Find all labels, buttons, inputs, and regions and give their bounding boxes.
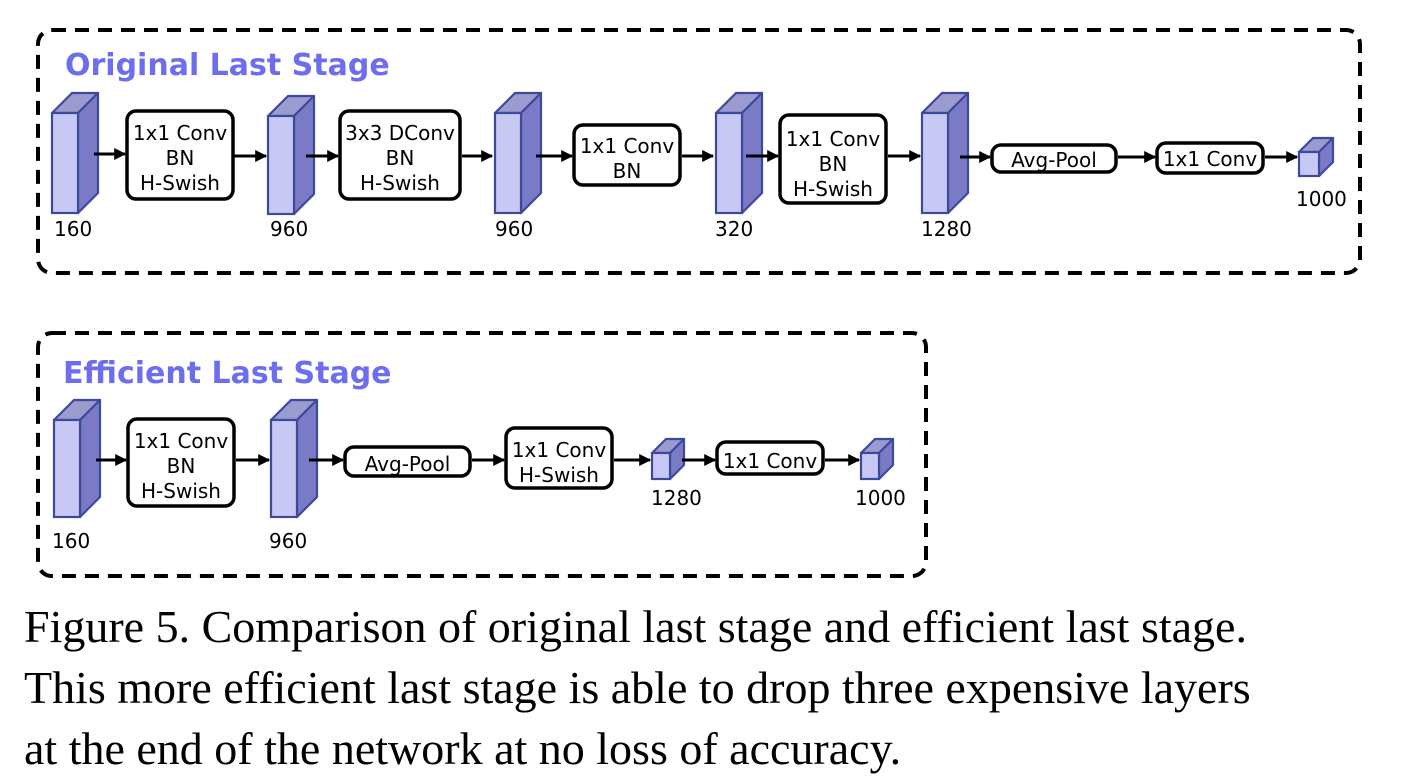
operation-label: Avg-Pool bbox=[1011, 148, 1097, 172]
operation-label: 1x1 Conv bbox=[1163, 147, 1258, 171]
operation-label: H-Swish bbox=[141, 479, 221, 503]
tensor-side-face bbox=[946, 91, 970, 215]
operation-label: BN bbox=[613, 159, 642, 183]
operation-box-border bbox=[778, 113, 888, 205]
tensor-block: 960 bbox=[266, 94, 316, 241]
operation-label: H-Swish bbox=[140, 171, 220, 195]
efficient-stage-title: Efficient Last Stage bbox=[63, 356, 392, 391]
operation-box: 1x1 Conv bbox=[1155, 141, 1265, 175]
network-diagram: Original Last Stage 160 960 960 320 1280 1000… bbox=[36, 28, 1362, 578]
tensor-front-face bbox=[50, 111, 80, 215]
tensor-front-face bbox=[650, 451, 672, 481]
tensor-front-face bbox=[714, 111, 744, 215]
operation-box-border bbox=[125, 109, 235, 201]
tensor-dim-label: 1000 bbox=[1296, 187, 1347, 211]
original-stage-border bbox=[36, 28, 1362, 275]
tensor-block: 320 bbox=[714, 91, 764, 241]
tensor-dim-label: 960 bbox=[270, 217, 308, 241]
tensor-front-face bbox=[52, 418, 82, 519]
tensor-dim-label: 960 bbox=[495, 217, 533, 241]
tensor-block: 160 bbox=[50, 91, 100, 241]
operation-label: H-Swish bbox=[519, 463, 599, 487]
tensor-front-face bbox=[859, 451, 881, 481]
tensor-block: 1280 bbox=[650, 437, 702, 510]
tensor-dim-label: 1000 bbox=[855, 486, 906, 510]
caption-line: This more efficient last stage is able t… bbox=[24, 662, 1251, 713]
operation-label: 1x1 Conv bbox=[723, 449, 818, 473]
tensor-front-face bbox=[493, 111, 523, 215]
caption-line: at the end of the network at no loss of … bbox=[24, 723, 902, 774]
operation-label: 1x1 Conv bbox=[134, 429, 229, 453]
tensor-block: 960 bbox=[493, 91, 543, 241]
caption-line: Figure 5. Comparison of original last st… bbox=[24, 601, 1247, 652]
tensor-dim-label: 960 bbox=[269, 529, 307, 553]
tensor-block: 1280 bbox=[920, 91, 972, 241]
operation-label: BN bbox=[167, 454, 196, 478]
tensor-front-face bbox=[269, 418, 299, 519]
operation-label: 1x1 Conv bbox=[512, 438, 607, 462]
operation-label: 1x1 Conv bbox=[786, 127, 881, 151]
tensor-dim-label: 1280 bbox=[921, 217, 972, 241]
operation-label: H-Swish bbox=[360, 171, 440, 195]
operation-box-border bbox=[990, 143, 1118, 174]
operation-label: BN bbox=[819, 152, 848, 176]
tensor-dim-label: 1280 bbox=[651, 486, 702, 510]
tensor-block: 960 bbox=[269, 398, 319, 553]
operation-box-border bbox=[126, 417, 236, 508]
tensor-dim-label: 160 bbox=[54, 217, 92, 241]
original-stage-title: Original Last Stage bbox=[65, 48, 390, 83]
tensor-front-face bbox=[1297, 150, 1321, 178]
tensor-block: 1000 bbox=[855, 437, 906, 510]
efficient-stage: Efficient Last Stage 160 960 1280 1000 1x1 C… bbox=[36, 331, 928, 578]
tensor-dim-label: 160 bbox=[52, 529, 90, 553]
operation-box-border bbox=[1155, 141, 1265, 175]
tensor-front-face bbox=[266, 114, 296, 216]
operation-label: Avg-Pool bbox=[365, 452, 451, 476]
operation-box: Avg-Pool bbox=[343, 445, 472, 478]
tensor-front-face bbox=[920, 111, 950, 215]
efficient-stage-border bbox=[36, 331, 928, 578]
operation-label: 1x1 Conv bbox=[133, 121, 228, 145]
tensor-dim-label: 320 bbox=[715, 217, 753, 241]
operation-box-border bbox=[572, 123, 682, 187]
operation-label: 1x1 Conv bbox=[580, 134, 675, 158]
figure-caption: Figure 5. Comparison of original last st… bbox=[24, 596, 1394, 779]
tensor-side-face bbox=[740, 91, 764, 215]
operation-box-border bbox=[504, 426, 614, 490]
operation-box: Avg-Pool bbox=[990, 143, 1118, 174]
tensor-block: 1000 bbox=[1296, 136, 1347, 211]
original-stage: Original Last Stage 160 960 960 320 1280 1000… bbox=[36, 28, 1362, 275]
operation-box-border bbox=[343, 445, 472, 478]
tensor-block: 160 bbox=[52, 398, 102, 553]
operation-label: BN bbox=[166, 146, 195, 170]
operation-label: H-Swish bbox=[793, 177, 873, 201]
operation-label: BN bbox=[386, 146, 415, 170]
operation-box-border bbox=[338, 109, 462, 201]
operation-box: 1x1 Conv bbox=[715, 440, 825, 476]
tensor-side-face bbox=[519, 91, 543, 215]
operation-label: 3x3 DConv bbox=[345, 121, 455, 145]
operation-box-border bbox=[715, 440, 825, 476]
